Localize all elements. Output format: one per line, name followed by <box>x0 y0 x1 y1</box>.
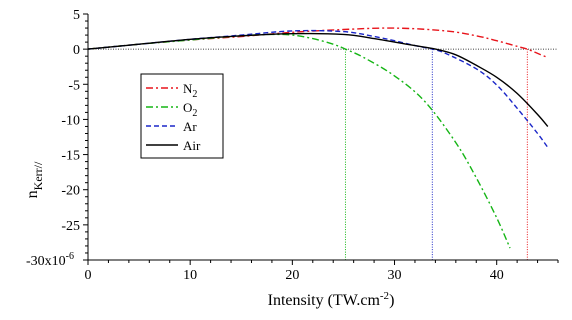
y-tick-label: -30x10-6 <box>26 251 74 269</box>
series-lines <box>87 27 549 249</box>
y-exponent: -6 <box>66 251 74 262</box>
x-tick-label: 40 <box>490 268 504 283</box>
x-tick-label: 10 <box>183 268 197 283</box>
y-tick-label: 5 <box>73 8 80 23</box>
axes <box>87 14 558 261</box>
legend-label: Air <box>183 138 201 153</box>
y-tick-label: -20 <box>61 184 80 199</box>
y-tick-label: -15 <box>61 149 80 164</box>
y-tick-label: -25 <box>61 219 80 234</box>
x-tick-label: 0 <box>85 268 92 283</box>
y-tick-label: -10 <box>61 113 80 128</box>
y-axis-title: nKerr// <box>24 161 45 198</box>
x-tick-label: 30 <box>388 268 402 283</box>
legend-label-subscript: 2 <box>192 89 197 100</box>
legend-label-subscript: 2 <box>192 108 197 119</box>
y-axis-ticks: 5 0 -5 -10 -15 -20 -25 -30x10-6 <box>26 8 88 269</box>
series-line-air <box>87 32 549 127</box>
y-tick-label: -5 <box>68 78 80 93</box>
x-axis-title: Intensity (TW.cm-2) <box>268 290 395 309</box>
vertical-markers <box>344 49 528 260</box>
legend-label: Ar <box>183 119 197 134</box>
y-tick-label: 0 <box>73 43 80 58</box>
x-tick-label: 20 <box>285 268 299 283</box>
x-axis-ticks: 0 10 20 30 40 <box>85 260 559 283</box>
legend-box <box>140 73 224 159</box>
